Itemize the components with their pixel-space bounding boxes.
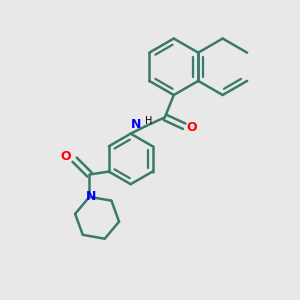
Text: N: N [131,118,141,131]
Text: N: N [86,190,96,203]
Text: O: O [187,121,197,134]
Text: H: H [145,116,152,126]
Text: O: O [60,150,71,163]
